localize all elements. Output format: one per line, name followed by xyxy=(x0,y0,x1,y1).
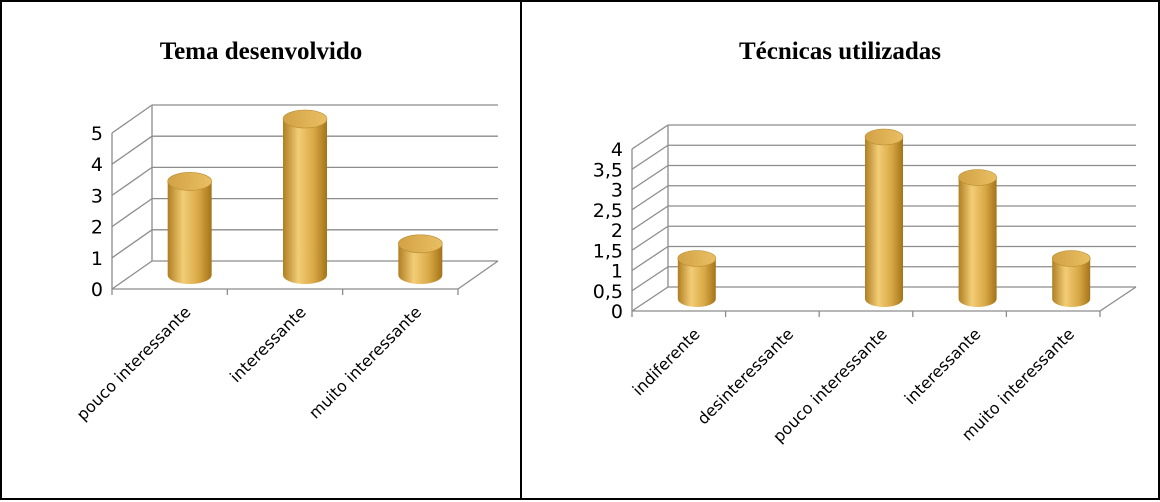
gridline-side xyxy=(631,164,669,191)
bar-body xyxy=(958,177,997,307)
x-tick-label: muito interessante xyxy=(305,302,425,422)
bar xyxy=(282,109,328,284)
y-tick-label: 0,5 xyxy=(593,281,623,303)
bar-body xyxy=(283,119,327,284)
bar-top xyxy=(398,234,443,254)
bar xyxy=(398,234,443,284)
gridline-side xyxy=(111,104,153,134)
y-tick-label: 1 xyxy=(611,261,623,283)
bar-body xyxy=(677,258,716,307)
floor-edge xyxy=(457,260,499,290)
chart-panel-tecnicas: Técnicas utilizadas 0 0,5 1 1,5 2 2,5 3 3,5 4 ind… xyxy=(520,0,1160,500)
gridline-side xyxy=(111,166,153,196)
x-tick-label: interessante xyxy=(226,302,310,386)
bar xyxy=(677,250,717,307)
y-tick-label: 3 xyxy=(91,185,103,207)
chart-plot-tema: 0 1 2 3 4 5 pouco interessante interessantemuit… xyxy=(73,104,499,424)
gridline-side xyxy=(631,245,669,272)
bar-body xyxy=(865,137,903,307)
y-tick-label: 1 xyxy=(91,248,103,270)
gridline-side xyxy=(111,260,153,290)
bar-top xyxy=(864,128,904,146)
y-tick-label: 2,5 xyxy=(593,200,623,222)
y-tick-label: 4 xyxy=(91,154,103,176)
y-tick-label: 0 xyxy=(611,301,623,323)
y-tick-label: 3 xyxy=(611,180,623,202)
gridline-side xyxy=(111,229,153,259)
bar-body xyxy=(167,181,212,284)
x-tick-label: indiferente xyxy=(629,324,704,399)
x-tick-label: interessante xyxy=(901,324,985,408)
gridline-side xyxy=(631,266,669,292)
chart-title: Tema desenvolvido xyxy=(159,38,363,65)
y-tick-label: 4 xyxy=(611,139,623,161)
y-tick-label: 3,5 xyxy=(593,159,623,181)
gridline-side xyxy=(631,286,669,312)
bar-top xyxy=(282,109,328,129)
gridline-side xyxy=(631,185,669,211)
gridline-side xyxy=(631,205,669,231)
chart-panel-tema: Tema desenvolvido 0 1 2 3 4 5 pouco interessan… xyxy=(0,0,522,500)
floor-edge xyxy=(1099,286,1137,312)
bar-top xyxy=(167,172,212,191)
gridline-side xyxy=(631,144,669,170)
gridline-side xyxy=(111,198,153,228)
y-tick-label: 5 xyxy=(91,123,103,145)
gridline-side xyxy=(631,124,669,150)
bar-top xyxy=(958,169,997,186)
bar xyxy=(167,172,212,284)
bar xyxy=(958,169,997,307)
y-tick-label: 1,5 xyxy=(593,240,623,262)
gridline-side xyxy=(631,225,669,251)
bar-body xyxy=(1052,258,1091,307)
chart-title: Técnicas utilizadas xyxy=(738,38,942,65)
y-tick-label: 2 xyxy=(611,220,623,242)
x-tick-label: pouco interessante xyxy=(73,302,195,424)
bar-top xyxy=(677,250,717,267)
x-tick-label: desinteressante xyxy=(693,324,797,428)
bar xyxy=(1051,250,1091,307)
chart-plot-tecnicas: 00,511,522,533,54 indiferentedesinteressa… xyxy=(593,124,1137,446)
bar-top xyxy=(1051,250,1091,267)
y-tick-label: 2 xyxy=(91,217,103,239)
gridline-side xyxy=(111,135,153,165)
y-tick-label: 0 xyxy=(91,279,103,301)
bar-body xyxy=(398,243,443,284)
bar xyxy=(864,128,904,307)
